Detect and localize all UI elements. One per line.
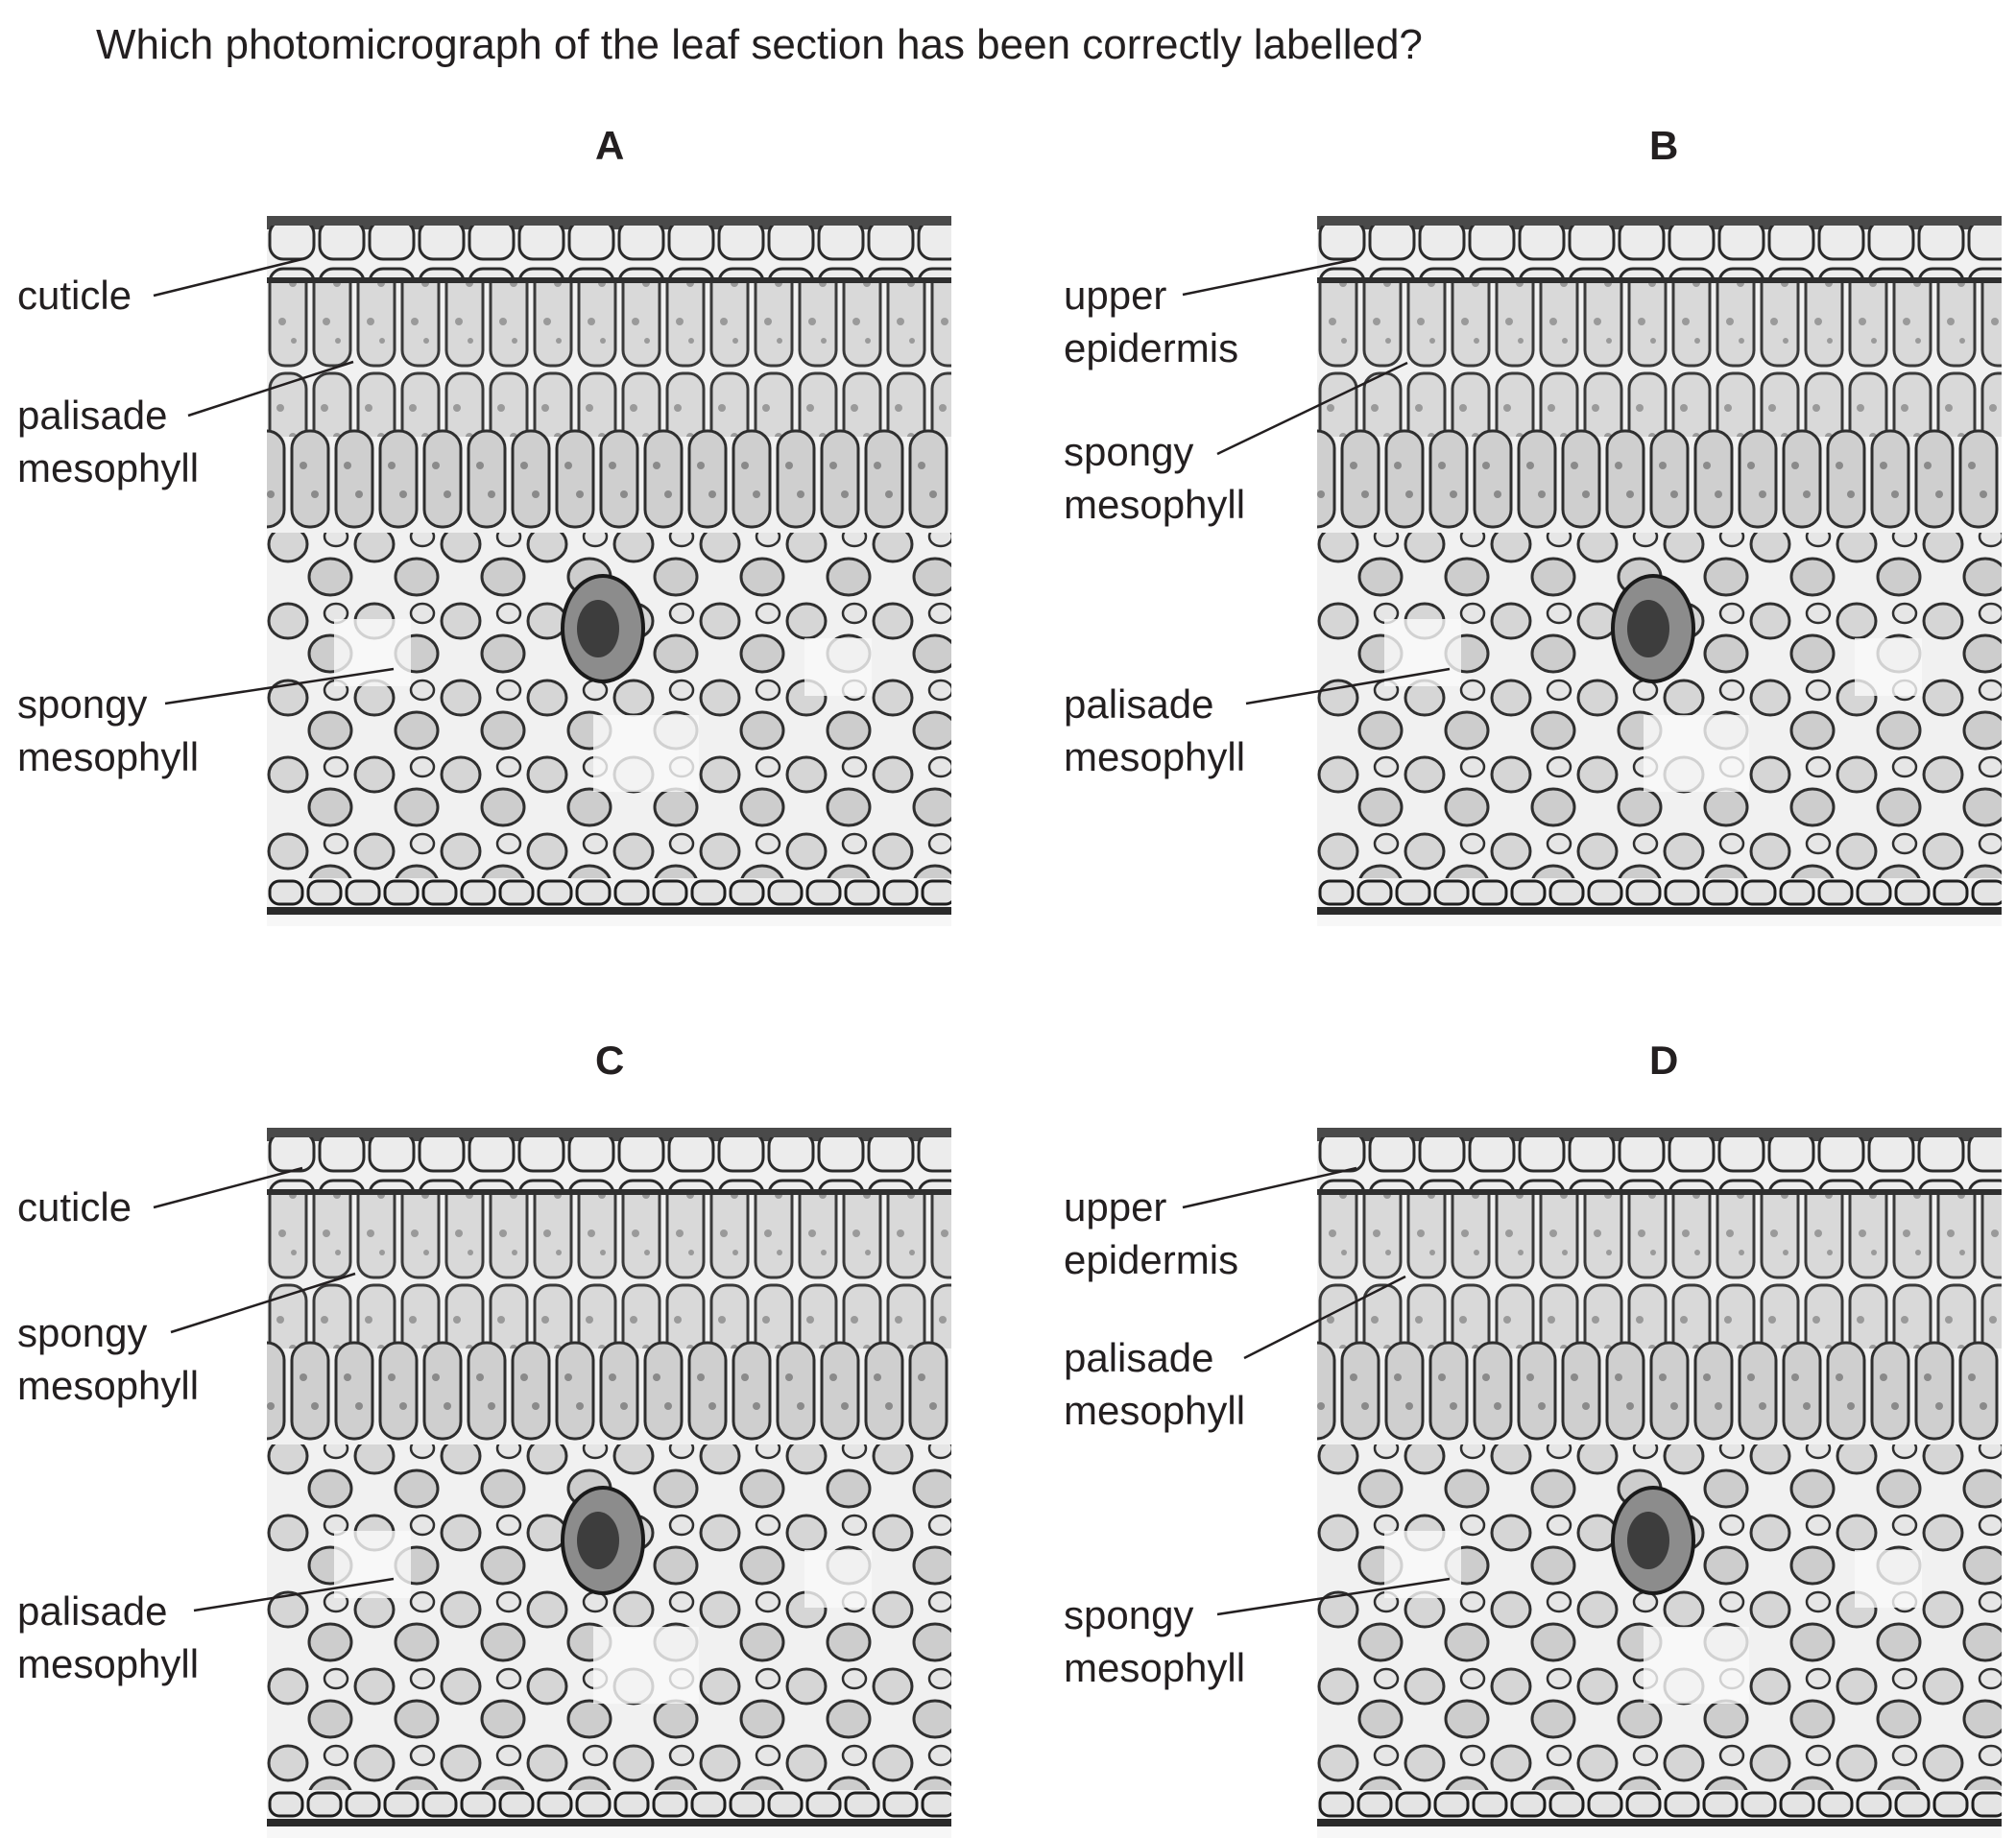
leaf-micrograph [267,1128,951,1838]
option-letter: D [1649,1038,1679,1083]
label-bottom: spongy mesophyll [1064,1592,1246,1690]
label-top: upper epidermis [1064,273,1239,370]
label-middle: spongy mesophyll [1064,429,1246,527]
option-d: D upper epidermis palisade mesophyll spong… [1008,907,2016,1800]
label-top: cuticle [17,273,132,318]
label-bottom: palisade mesophyll [1064,681,1246,779]
option-a: A cuticle palisade mesophyll spongy mesoph… [0,0,1008,893]
label-middle: palisade mesophyll [17,393,200,490]
leaf-micrograph [1317,1128,2002,1838]
label-bottom: palisade mesophyll [17,1588,200,1686]
label-middle: spongy mesophyll [17,1310,200,1408]
leaf-micrograph [267,216,951,926]
leaf-micrograph [1317,216,2002,926]
label-top: upper epidermis [1064,1184,1239,1282]
option-letter: A [595,123,625,168]
option-b: B upper epidermis spongy mesophyll palisad… [1008,0,2016,893]
question-text: Which photomicrograph of the leaf sectio… [96,21,1423,68]
option-c: C cuticle spongy mesophyll palisade mesoph… [0,907,1008,1800]
label-bottom: spongy mesophyll [17,681,200,779]
label-middle: palisade mesophyll [1064,1335,1246,1433]
label-top: cuticle [17,1184,132,1229]
option-letter: C [595,1038,625,1083]
option-letter: B [1649,123,1679,168]
